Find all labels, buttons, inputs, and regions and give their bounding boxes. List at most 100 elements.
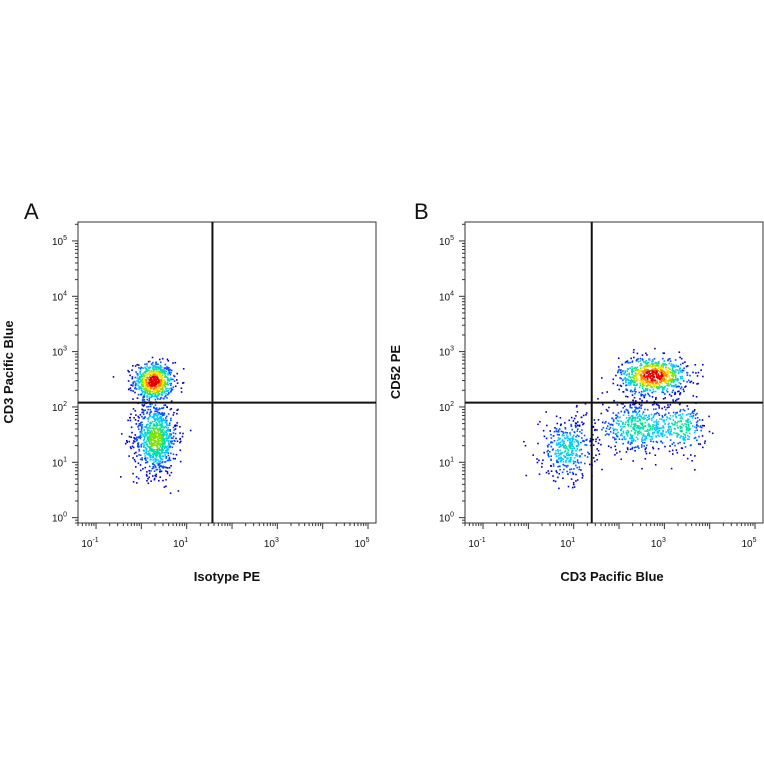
event-dot (626, 373, 628, 376)
event-dot (149, 405, 152, 408)
event-dot (161, 461, 163, 464)
event-dot (670, 363, 673, 365)
event-dot (668, 412, 670, 414)
event-dot (640, 422, 643, 425)
event-dot (570, 425, 573, 427)
event-dot (160, 413, 162, 415)
event-dot (150, 434, 153, 436)
panel-b-events (523, 347, 714, 490)
event-dot (652, 374, 655, 376)
event-dot (682, 454, 685, 456)
event-dot (654, 390, 657, 393)
event-dot (655, 435, 657, 437)
event-dot (641, 399, 643, 402)
event-dot (145, 426, 148, 429)
event-dot (631, 416, 634, 419)
event-dot (633, 446, 636, 449)
event-dot (159, 417, 162, 420)
event-dot (662, 378, 664, 381)
event-dot (180, 387, 183, 389)
event-dot (146, 374, 148, 376)
event-dot (150, 410, 153, 413)
event-dot (654, 365, 656, 367)
event-dot (648, 432, 650, 434)
event-dot (666, 416, 669, 419)
event-dot (637, 425, 639, 427)
event-dot (131, 377, 134, 380)
event-dot (564, 451, 566, 453)
event-dot (173, 429, 175, 431)
event-dot (144, 370, 147, 373)
event-dot (569, 471, 571, 474)
event-dot (138, 428, 140, 430)
event-dot (630, 383, 632, 386)
event-dot (153, 478, 156, 481)
event-dot (161, 448, 163, 450)
event-dot (159, 390, 161, 392)
event-dot (148, 465, 151, 468)
event-dot (637, 415, 639, 418)
event-dot (676, 435, 678, 437)
event-dot (149, 379, 152, 381)
event-dot (573, 441, 575, 443)
event-dot (148, 388, 150, 391)
event-dot (637, 373, 639, 375)
event-dot (143, 444, 145, 447)
event-dot (674, 366, 676, 368)
event-dot (623, 425, 626, 428)
event-dot (690, 454, 692, 456)
event-dot (577, 428, 579, 430)
event-dot (547, 452, 550, 455)
event-dot (644, 425, 646, 427)
event-dot (580, 448, 583, 451)
event-dot (570, 478, 573, 480)
event-dot (154, 424, 157, 427)
event-dot (596, 429, 598, 431)
event-dot (157, 413, 160, 416)
event-dot (141, 367, 143, 369)
event-dot (701, 435, 704, 437)
event-dot (612, 412, 615, 414)
event-dot (560, 430, 563, 433)
event-dot (643, 435, 646, 437)
event-dot (558, 473, 561, 475)
event-dot (637, 360, 640, 363)
event-dot (138, 445, 140, 448)
event-dot (585, 412, 588, 414)
event-dot (577, 424, 579, 427)
event-dot (651, 381, 654, 383)
event-dot (160, 380, 162, 383)
event-dot (689, 381, 691, 384)
event-dot (157, 388, 160, 391)
event-dot (167, 448, 170, 451)
event-dot (575, 440, 578, 443)
event-dot (665, 431, 667, 433)
event-dot (139, 437, 142, 440)
event-dot (135, 383, 138, 385)
event-dot (142, 367, 145, 369)
event-dot (561, 440, 564, 442)
event-dot (638, 386, 641, 389)
event-dot (645, 447, 647, 449)
event-dot (577, 444, 580, 446)
event-dot (152, 388, 154, 390)
event-dot (664, 372, 666, 375)
event-dot (159, 408, 161, 410)
event-dot (589, 438, 592, 440)
event-dot (665, 378, 667, 381)
event-dot (160, 444, 162, 446)
event-dot (568, 419, 571, 422)
event-dot (638, 407, 640, 409)
event-dot (582, 474, 584, 477)
event-dot (676, 436, 679, 438)
event-dot (639, 357, 642, 360)
event-dot (681, 413, 684, 415)
event-dot (682, 380, 685, 382)
event-dot (142, 375, 144, 377)
event-dot (636, 352, 639, 355)
event-dot (656, 432, 659, 434)
event-dot (559, 424, 562, 427)
event-dot (163, 390, 166, 392)
event-dot (675, 449, 678, 451)
event-dot (158, 479, 160, 482)
